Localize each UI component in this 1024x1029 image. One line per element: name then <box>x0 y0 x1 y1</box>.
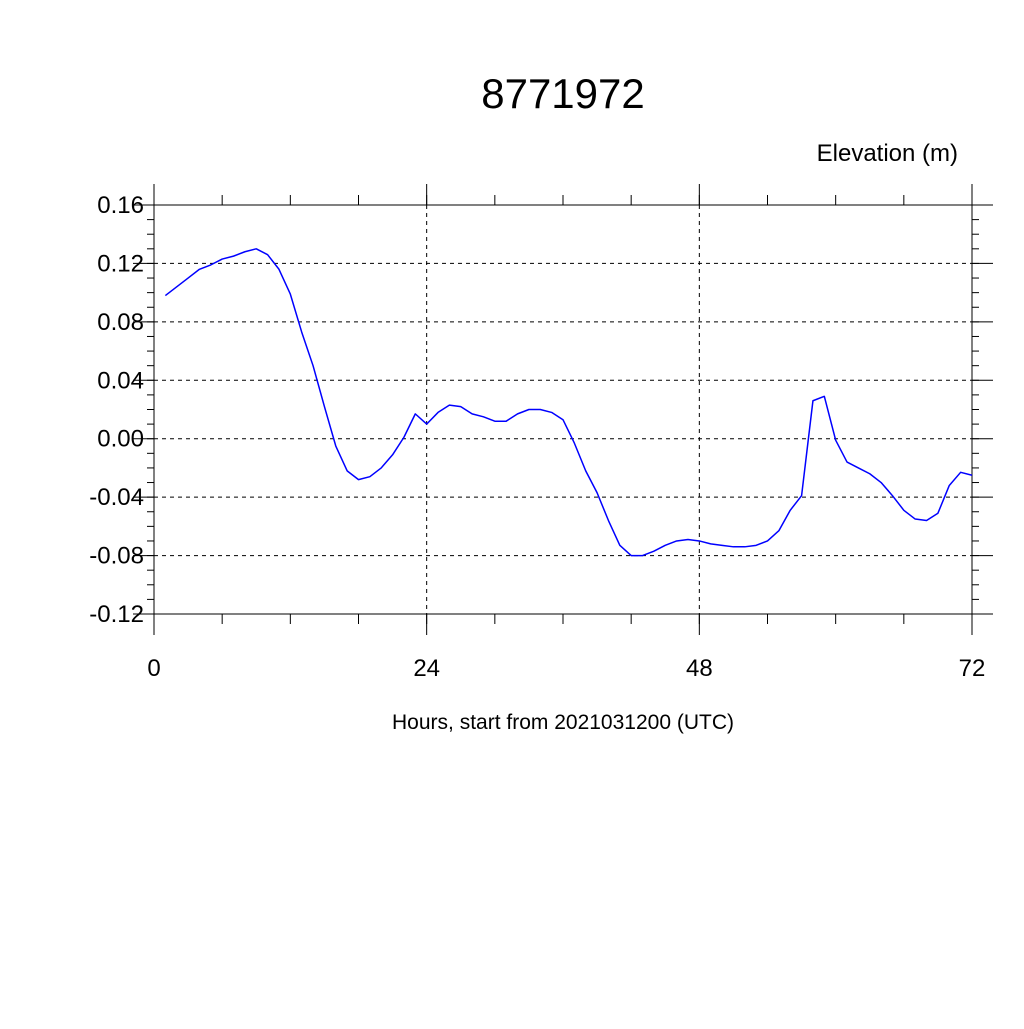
series-line-0 <box>164 248 973 557</box>
y-tick-label: 0.16 <box>97 192 144 219</box>
x-tick-label: 24 <box>413 655 440 682</box>
y-tick-label: 0.04 <box>97 367 144 394</box>
y-tick-label: -0.08 <box>89 543 144 570</box>
x-tick-label: 48 <box>686 655 713 682</box>
plot-border <box>153 204 973 615</box>
major-ticks <box>133 184 993 635</box>
chart-subtitle: Elevation (m) <box>817 140 958 167</box>
x-axis-label: Hours, start from 2021031200 (UTC) <box>392 711 734 734</box>
y-tick-label: 0.08 <box>97 309 144 336</box>
grid-lines <box>153 204 973 615</box>
y-tick-label: -0.04 <box>89 484 144 511</box>
chart-title: 8771972 <box>481 70 645 117</box>
y-tick-label: -0.12 <box>89 601 144 628</box>
y-tick-label: 0.00 <box>97 426 144 453</box>
plot-frame <box>153 204 973 615</box>
y-tick-label: 0.12 <box>97 250 144 277</box>
x-tick-label: 0 <box>147 655 160 682</box>
x-tick-label: 72 <box>959 655 986 682</box>
series-layer <box>164 248 973 557</box>
tick-labels: -0.12 -0.08 -0.04 0.00 0.04 0.08 0.12 0.16 0 24 48… <box>89 192 985 682</box>
